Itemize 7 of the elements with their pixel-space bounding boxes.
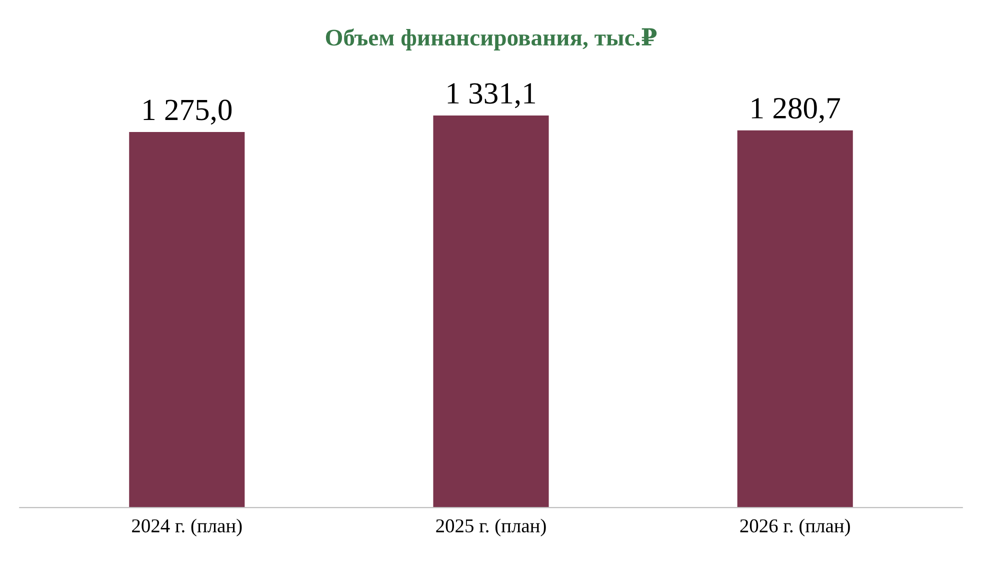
data-label: 1 331,1	[448, 83, 535, 108]
data-label: 1 275,0	[144, 100, 232, 125]
data-label: 1 280,7	[752, 98, 840, 123]
x-tick-label: 2024 г. (план)	[132, 518, 242, 536]
x-tick-label: 2025 г. (план)	[436, 518, 546, 536]
chart-title: Объем финансирования, тыс.₽	[326, 28, 657, 50]
x-tick-label: 2026 г. (план)	[740, 518, 850, 536]
